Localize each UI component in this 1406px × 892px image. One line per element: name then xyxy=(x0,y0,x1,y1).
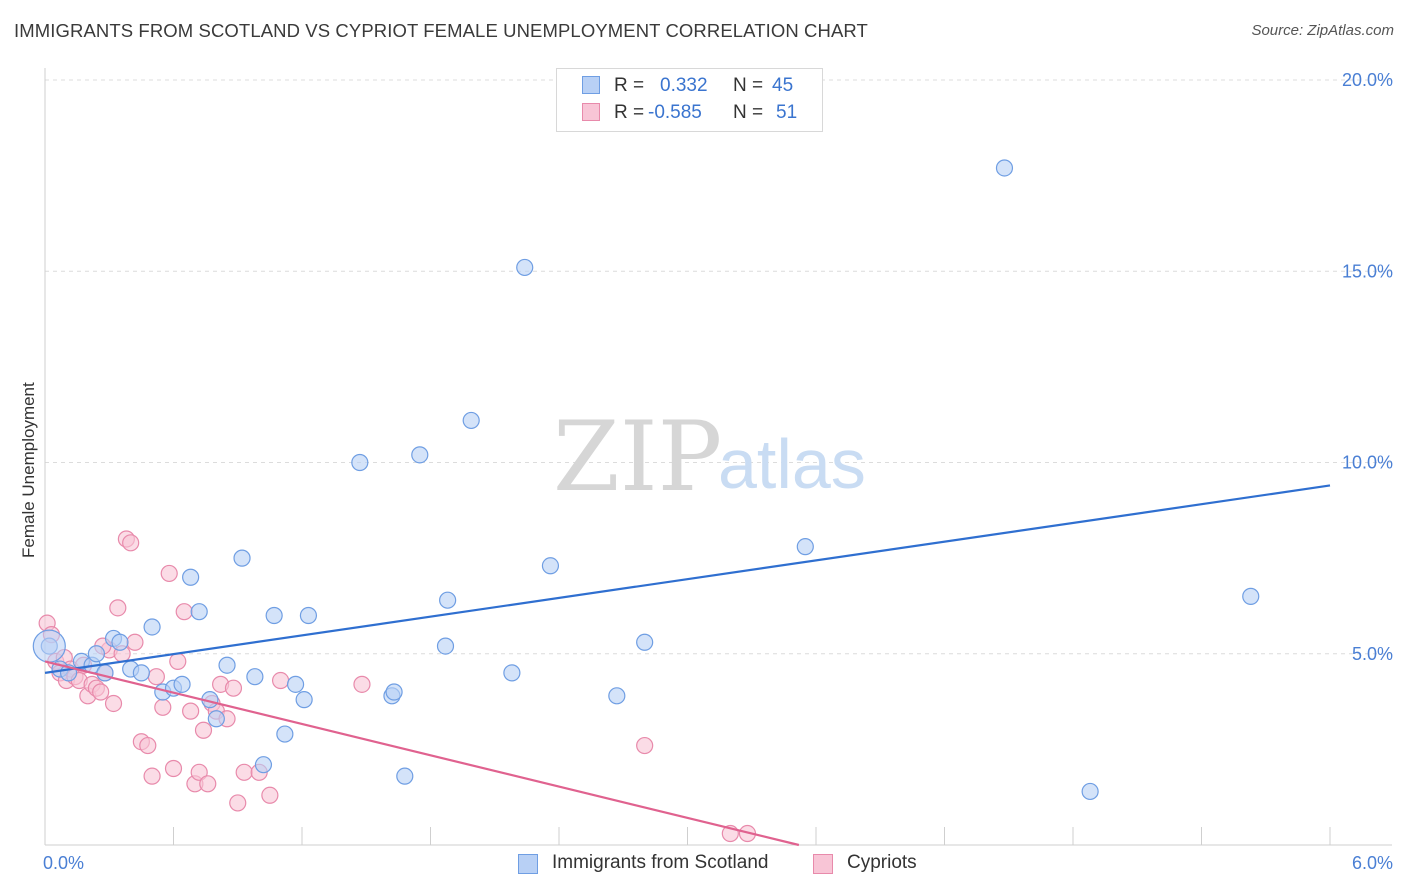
scotland-point xyxy=(190,603,208,621)
scotland-point xyxy=(286,675,305,693)
legend-row-cypriots: R = -0.585 N = 51 xyxy=(557,100,822,126)
scotland-point xyxy=(207,710,225,728)
legend-r-label: R = xyxy=(614,102,645,123)
cypriot-point xyxy=(194,721,213,739)
legend-row-scotland: R = 0.332 N = 45 xyxy=(557,73,822,99)
scotland-point xyxy=(411,446,429,464)
scotland-point xyxy=(796,538,814,556)
bottom-legend-label: Immigrants from Scotland xyxy=(552,852,769,873)
cypriot-point xyxy=(104,694,123,713)
bottom-legend-label: Cypriots xyxy=(847,852,917,873)
cypriot-point xyxy=(92,683,110,701)
scotland-point xyxy=(246,668,264,686)
cypriot-point xyxy=(143,767,161,785)
cypriot-point xyxy=(126,633,144,651)
scotland-point xyxy=(541,557,560,575)
scotland-point xyxy=(995,159,1014,177)
scotland-point xyxy=(132,664,150,682)
scotland-point xyxy=(608,687,626,705)
scotland-point xyxy=(173,675,191,693)
scotland-point xyxy=(351,453,369,472)
scotland-point xyxy=(396,767,414,785)
gridlines xyxy=(45,79,1392,655)
scotland-point xyxy=(636,633,654,651)
cypriot-point xyxy=(154,698,172,716)
x-tick-label-max: 6.0% xyxy=(1352,853,1393,873)
correlation-legend: R = 0.332 N = 45 R = -0.585 N = 51 xyxy=(556,68,823,132)
y-axis-title: Female Unemployment xyxy=(19,382,38,558)
scotland-point xyxy=(233,549,251,567)
cypriot-point xyxy=(199,775,217,793)
legend-n-label: N = xyxy=(733,102,764,123)
scotland-point xyxy=(516,258,534,277)
cypriot-point xyxy=(182,702,200,720)
cypriot-point xyxy=(636,736,654,755)
scotland-point xyxy=(385,683,403,701)
x-tick-label-min: 0.0% xyxy=(43,853,84,873)
y-tick-label: 10.0% xyxy=(1342,453,1393,473)
legend-r-value: 0.332 xyxy=(660,75,708,96)
scotland-point xyxy=(439,591,457,609)
cypriot-point xyxy=(271,671,290,690)
scotland-point xyxy=(299,606,318,625)
scotland-point xyxy=(462,411,480,430)
legend-r-label: R = xyxy=(614,75,645,96)
scotland-point xyxy=(111,633,129,651)
scotland-point-large xyxy=(32,629,66,663)
cypriot-point xyxy=(169,652,187,671)
legend-swatch-pink xyxy=(582,103,600,121)
y-tick-label: 5.0% xyxy=(1352,644,1393,664)
scotland-trend-line xyxy=(44,484,1331,674)
cypriot-point xyxy=(229,794,247,812)
scotland-point xyxy=(1242,587,1260,605)
watermark: ZIP atlas xyxy=(553,401,866,513)
trend-lines xyxy=(44,484,1331,847)
cypriot-point xyxy=(190,763,208,781)
y-tick-label: 20.0% xyxy=(1342,70,1393,90)
axes xyxy=(44,68,1392,846)
cypriot-point xyxy=(224,679,243,697)
scotland-point xyxy=(143,618,161,636)
scotland-point xyxy=(87,645,106,663)
legend-r-value: -0.585 xyxy=(648,102,702,123)
cypriot-point xyxy=(139,736,157,755)
scotland-point xyxy=(295,691,313,709)
watermark-zip: ZIP xyxy=(553,401,722,513)
cypriot-point xyxy=(122,534,140,552)
scotland-point xyxy=(276,725,294,743)
bottom-legend-swatch-blue xyxy=(518,854,538,874)
cypriot-point xyxy=(261,786,279,804)
legend-n-value: 45 xyxy=(772,75,794,96)
scotland-point xyxy=(265,606,283,625)
source-credit: Source: ZipAtlas.com xyxy=(1251,22,1394,39)
chart-title: IMMIGRANTS FROM SCOTLAND VS CYPRIOT FEMA… xyxy=(14,20,868,41)
y-tick-label: 15.0% xyxy=(1342,261,1393,281)
scotland-point xyxy=(1081,782,1099,801)
cypriot-point xyxy=(164,759,183,778)
scotland-point xyxy=(254,756,273,774)
cypriot-point xyxy=(175,603,193,621)
scotland-point xyxy=(182,568,200,586)
cypriot-point xyxy=(109,599,127,617)
cypriot-point xyxy=(235,763,253,781)
cypriot-point xyxy=(147,668,165,686)
legend-n-label: N = xyxy=(733,75,764,96)
legend-swatch-blue xyxy=(582,76,600,94)
tick-labels: 5.0% 10.0% 15.0% 20.0% 0.0% 6.0% xyxy=(43,70,1393,873)
legend-n-value: 51 xyxy=(776,102,798,123)
scotland-point xyxy=(218,656,236,674)
cypriot-point xyxy=(353,675,371,693)
cypriot-trend-line xyxy=(44,660,800,847)
scotland-point xyxy=(436,637,455,655)
scotland-point xyxy=(503,664,521,682)
cypriot-point xyxy=(160,564,178,583)
watermark-atlas: atlas xyxy=(718,425,866,503)
bottom-legend-swatch-pink xyxy=(813,854,833,874)
